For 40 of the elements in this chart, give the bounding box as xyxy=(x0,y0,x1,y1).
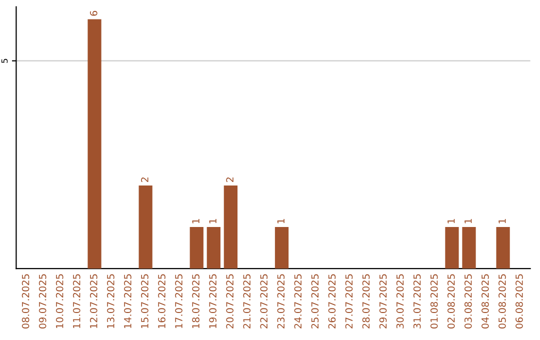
data-label: 1 xyxy=(192,218,200,224)
data-label: 1 xyxy=(464,218,472,224)
x-tick-label: 20.07.2025 xyxy=(226,274,234,328)
x-tick-label: 28.07.2025 xyxy=(362,274,370,328)
data-label: 1 xyxy=(277,218,284,224)
x-tick-label: 03.08.2025 xyxy=(464,274,472,328)
data-label: 2 xyxy=(226,178,234,182)
x-tick-label: 05.08.2025 xyxy=(498,274,506,328)
data-label: 1 xyxy=(448,218,455,224)
x-tick-label: 08.07.2025 xyxy=(22,274,30,328)
x-tick-label: 27.07.2025 xyxy=(345,274,353,328)
x-tick-label: 29.07.2025 xyxy=(379,274,387,328)
x-tick-label: 19.07.2025 xyxy=(209,274,216,328)
x-tick-label: 02.08.2025 xyxy=(447,274,455,328)
x-tick-label: 06.08.2025 xyxy=(516,274,523,328)
x-tick-label: 25.07.2025 xyxy=(311,274,319,328)
x-tick-label: 26.07.2025 xyxy=(328,274,336,328)
x-tick-label: 01.08.2025 xyxy=(430,274,438,328)
x-tick-label: 13.07.2025 xyxy=(106,274,114,328)
x-tick-label: 04.08.2025 xyxy=(481,274,489,328)
x-tick-label: 14.07.2025 xyxy=(124,274,132,328)
x-tick-label: 10.07.2025 xyxy=(56,274,64,328)
x-tick-label: 30.07.2025 xyxy=(396,274,404,328)
x-tick-label: 21.07.2025 xyxy=(243,274,251,328)
y-tick-label: 5 xyxy=(1,58,8,63)
x-tick-label: 09.07.2025 xyxy=(38,274,46,328)
data-label: 2 xyxy=(141,178,148,182)
x-tick-label: 22.07.2025 xyxy=(260,274,268,328)
x-tick-label: 23.07.2025 xyxy=(277,274,285,328)
x-tick-label: 31.07.2025 xyxy=(413,274,421,328)
x-tick-label: 17.07.2025 xyxy=(175,274,182,328)
x-tick-label: 11.07.2025 xyxy=(72,274,80,328)
x-tick-label: 12.07.2025 xyxy=(90,274,98,328)
x-tick-label: 15.07.2025 xyxy=(141,274,148,328)
data-label: 1 xyxy=(498,218,506,224)
x-tick-label: 18.07.2025 xyxy=(192,274,200,328)
data-label: 6 xyxy=(90,10,98,16)
x-tick-label: 16.07.2025 xyxy=(158,274,166,328)
x-tick-label: 24.07.2025 xyxy=(294,274,302,328)
data-label: 1 xyxy=(209,218,216,224)
